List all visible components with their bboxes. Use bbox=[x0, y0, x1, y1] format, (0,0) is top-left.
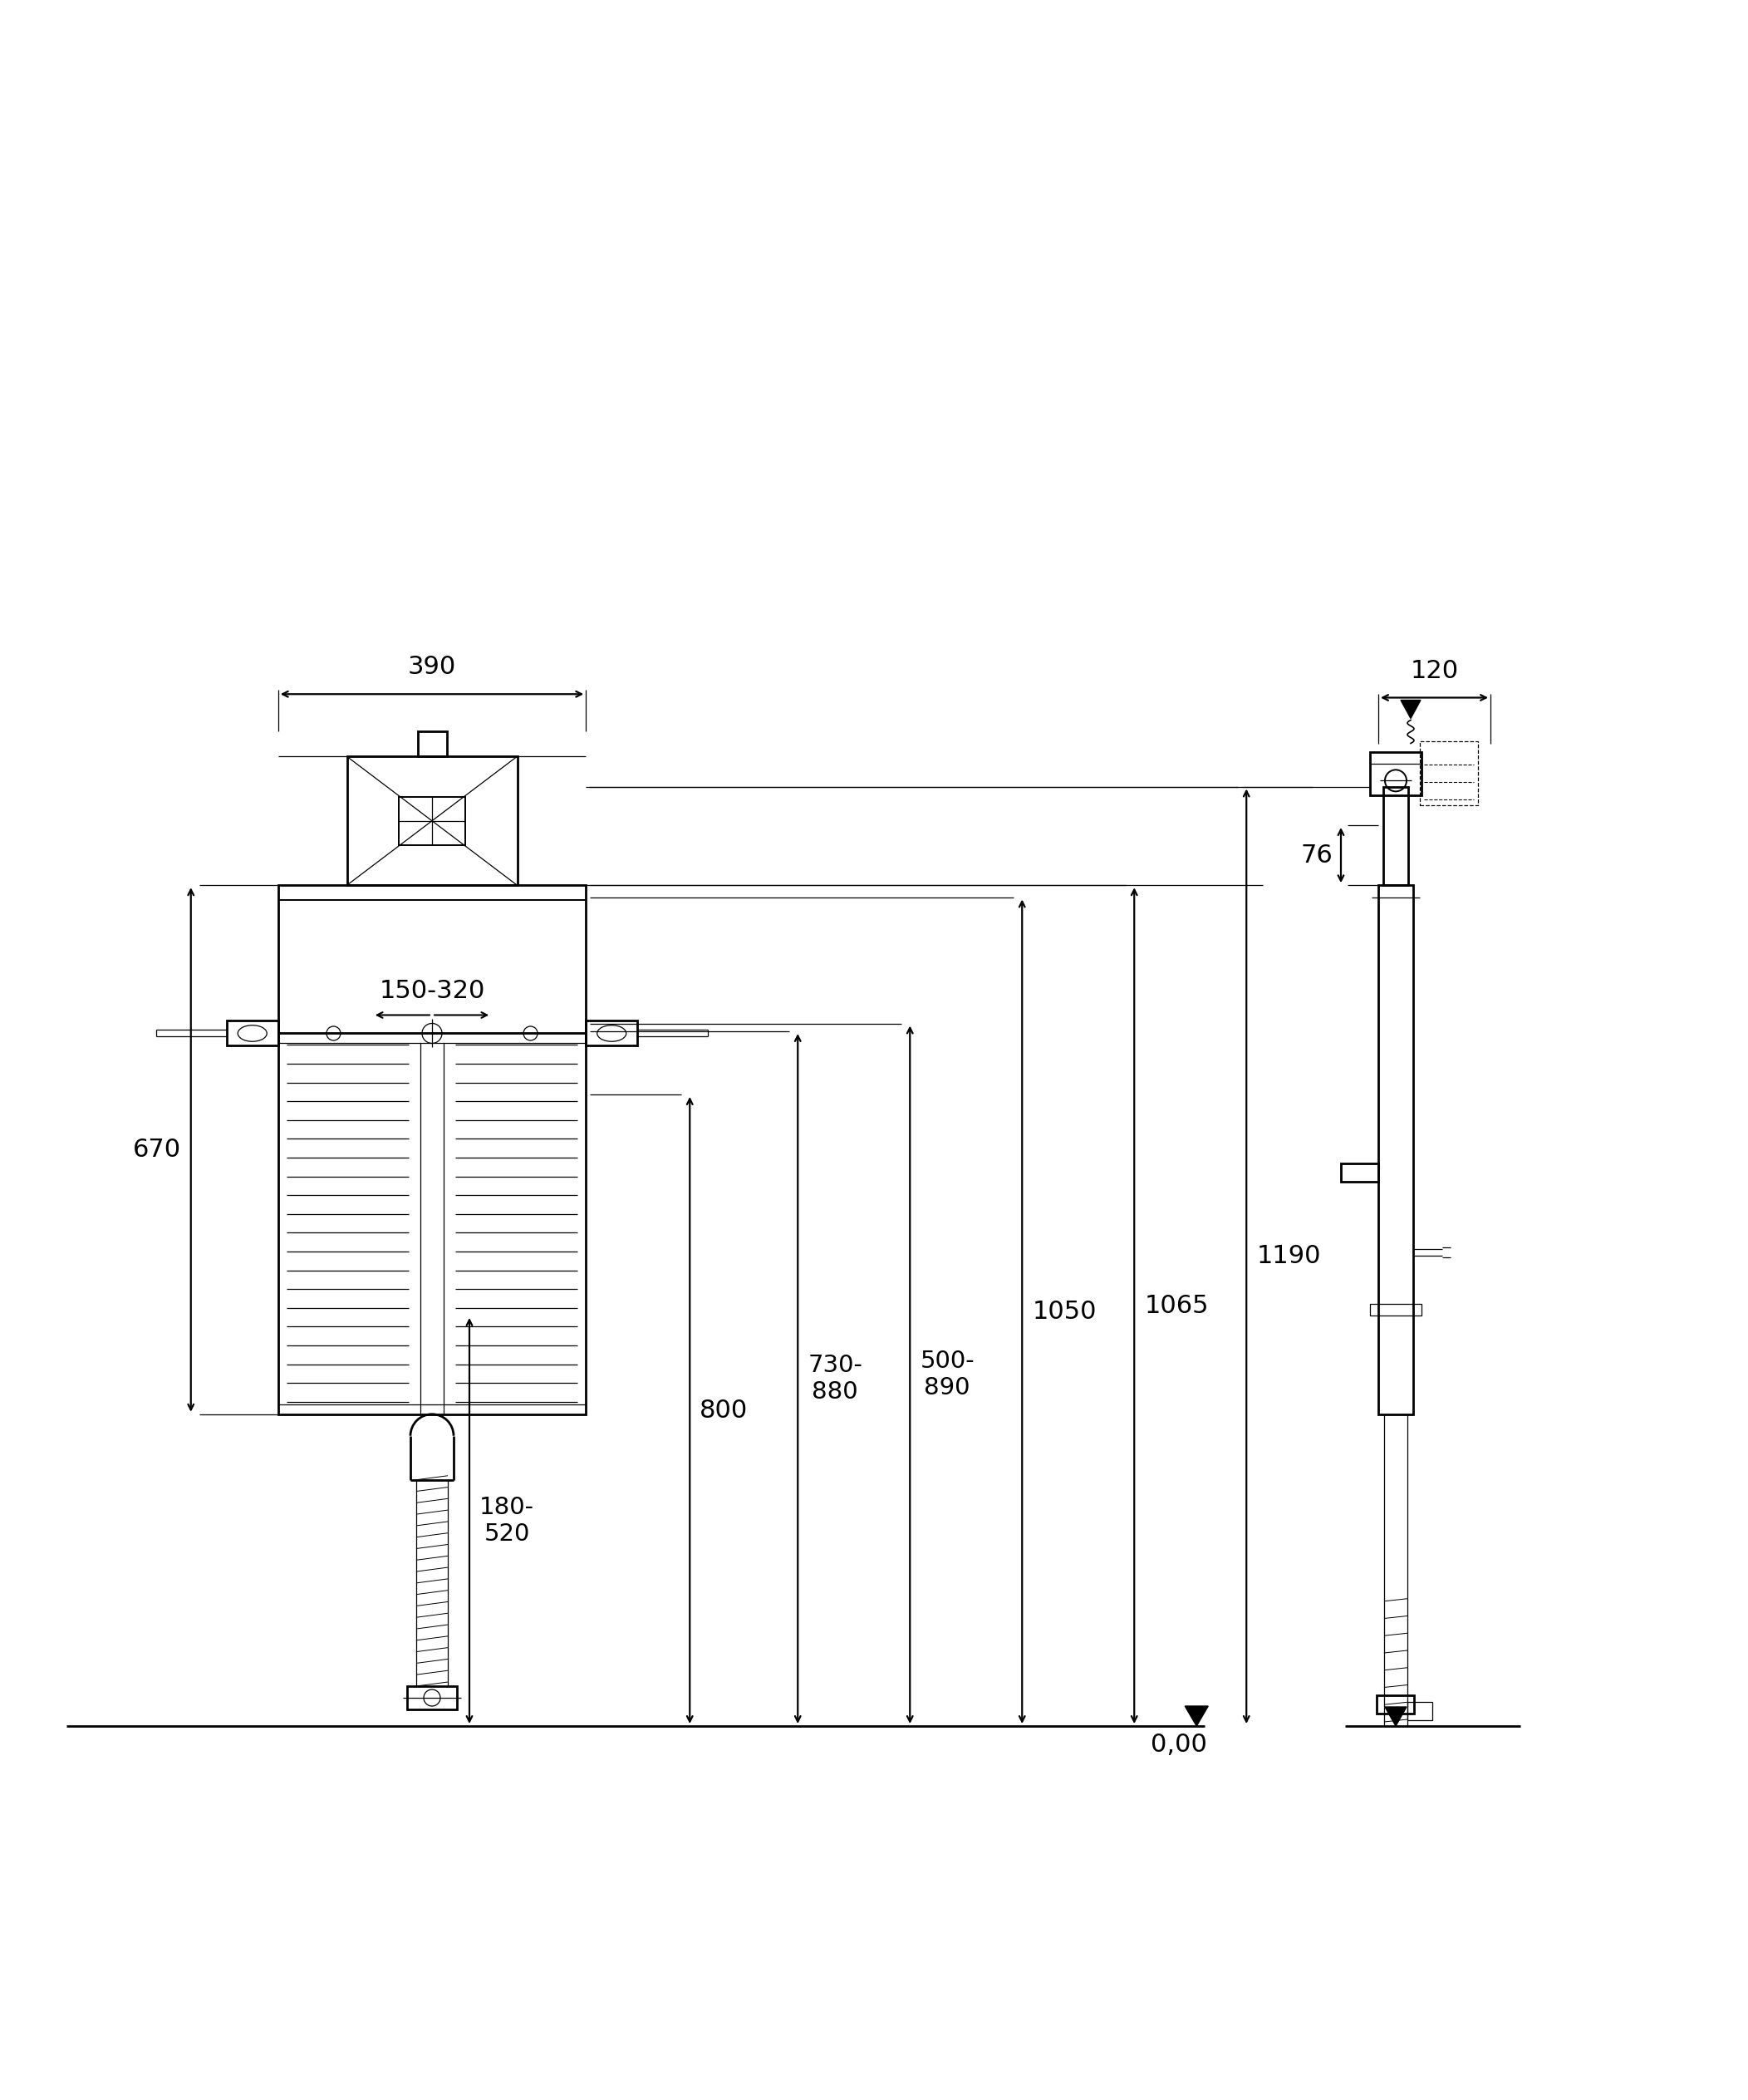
Polygon shape bbox=[1400, 699, 1421, 718]
Bar bbox=[1377, 886, 1412, 1413]
Text: 0,00: 0,00 bbox=[1150, 1732, 1208, 1758]
Text: 150-320: 150-320 bbox=[379, 979, 484, 1004]
Polygon shape bbox=[1185, 1705, 1208, 1726]
Bar bbox=[407, 1686, 456, 1709]
Text: 670: 670 bbox=[133, 1138, 180, 1161]
Bar bbox=[1383, 788, 1409, 886]
Bar bbox=[346, 756, 517, 886]
Text: 390: 390 bbox=[407, 655, 456, 678]
Text: 1050: 1050 bbox=[1031, 1300, 1096, 1323]
Text: 730-
880: 730- 880 bbox=[808, 1354, 862, 1403]
Text: 180-
520: 180- 520 bbox=[479, 1495, 535, 1546]
Bar bbox=[1341, 1163, 1377, 1182]
Bar bbox=[1370, 1304, 1421, 1315]
Text: 76: 76 bbox=[1301, 844, 1332, 867]
Text: 500-
890: 500- 890 bbox=[919, 1350, 974, 1401]
Text: 120: 120 bbox=[1411, 659, 1458, 682]
Bar bbox=[1407, 1701, 1432, 1720]
Bar bbox=[1377, 1695, 1414, 1714]
Bar bbox=[399, 796, 465, 844]
Polygon shape bbox=[1384, 1707, 1407, 1726]
Bar bbox=[418, 731, 446, 756]
Bar bbox=[227, 1021, 278, 1046]
Text: 1065: 1065 bbox=[1145, 1294, 1208, 1317]
Bar bbox=[278, 886, 586, 1413]
Text: 1190: 1190 bbox=[1257, 1245, 1321, 1268]
Text: 800: 800 bbox=[699, 1399, 748, 1422]
Bar bbox=[1370, 752, 1421, 796]
Bar bbox=[586, 1021, 638, 1046]
Bar bbox=[1419, 741, 1479, 804]
Bar bbox=[1384, 1413, 1407, 1726]
